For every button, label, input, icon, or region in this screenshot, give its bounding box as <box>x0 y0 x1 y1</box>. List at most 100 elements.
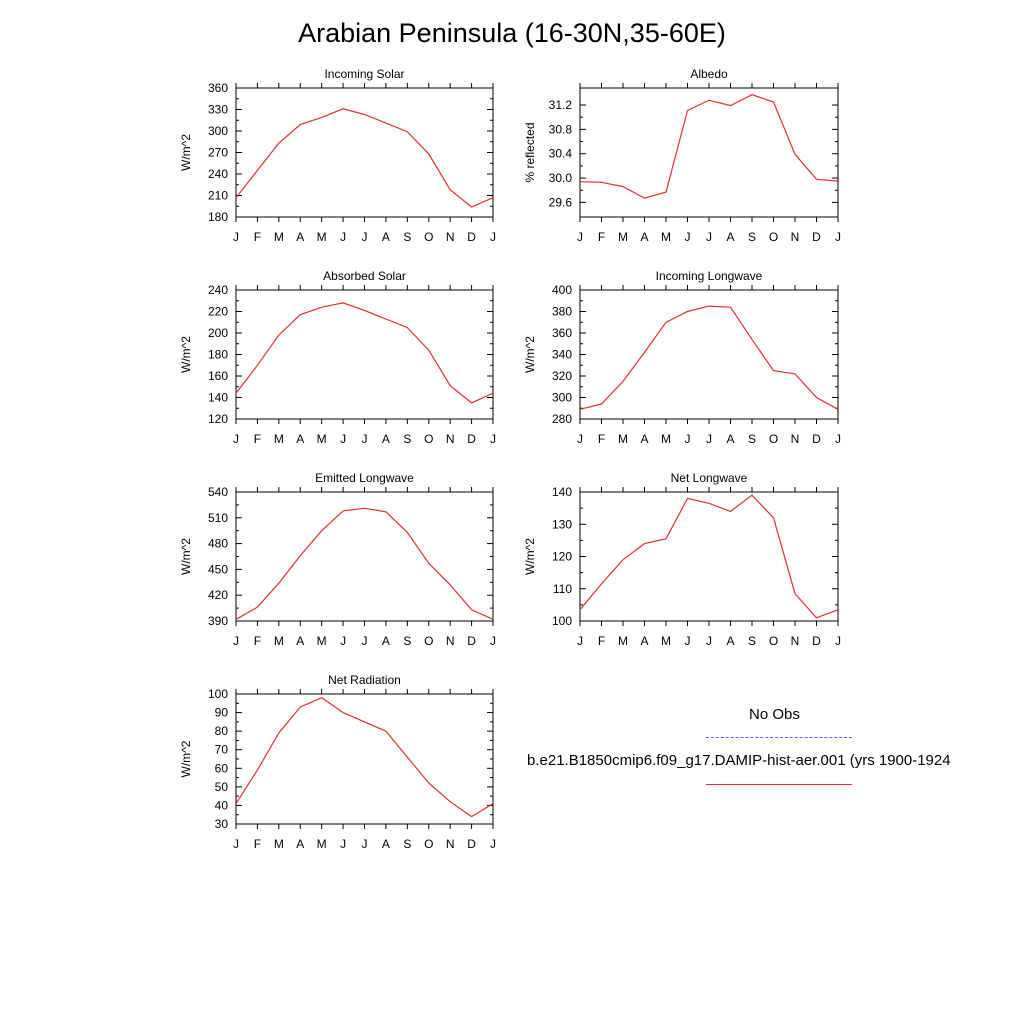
y-tick-label: 330 <box>208 103 228 117</box>
x-tick-label: J <box>233 432 239 446</box>
x-tick-label: J <box>362 230 368 244</box>
x-tick-label: J <box>490 634 496 648</box>
plot-frame <box>235 491 494 622</box>
y-tick-label: 300 <box>208 124 228 138</box>
y-tick-label: 320 <box>552 369 572 383</box>
chart-panel-3: Absorbed Solar W/m^2 120 140 160 180 200 220 240… <box>179 269 496 446</box>
x-tick-label: A <box>296 837 304 851</box>
x-tick-label: J <box>490 837 496 851</box>
x-tick-label: S <box>403 634 411 648</box>
x-tick-label: O <box>424 634 433 648</box>
y-tick-label: 200 <box>208 326 228 340</box>
x-tick-label: F <box>254 837 261 851</box>
y-tick-label: 30 <box>215 817 229 831</box>
x-tick-label: J <box>362 837 368 851</box>
x-tick-label: D <box>812 230 821 244</box>
chart-panel-1: Incoming Solar W/m^2 180 210 240 270 300 330 360… <box>179 67 496 244</box>
x-tick-label: M <box>661 432 671 446</box>
x-tick-label: J <box>362 432 368 446</box>
x-tick-label: J <box>340 432 346 446</box>
y-tick-label: 160 <box>208 369 228 383</box>
x-tick-label: O <box>769 432 778 446</box>
y-tick-label: 100 <box>552 614 572 628</box>
panel-title: Albedo <box>690 67 728 81</box>
legend-obs-line <box>706 737 852 738</box>
x-tick-label: A <box>382 432 390 446</box>
chart-panel-5: Emitted Longwave W/m^2 390 420 450 480 510 540 J… <box>179 471 496 648</box>
x-tick-label: O <box>769 230 778 244</box>
y-tick-label: 390 <box>208 614 228 628</box>
x-tick-label: J <box>490 432 496 446</box>
x-tick-label: O <box>769 634 778 648</box>
x-tick-label: J <box>706 230 712 244</box>
x-tick-label: S <box>748 432 756 446</box>
x-tick-label: J <box>577 230 583 244</box>
x-tick-label: S <box>748 634 756 648</box>
x-tick-label: M <box>274 837 284 851</box>
x-tick-label: F <box>254 432 261 446</box>
x-tick-label: J <box>835 634 841 648</box>
y-tick-label: 140 <box>552 485 572 499</box>
series-line <box>235 507 494 620</box>
y-tick-label: 29.6 <box>549 195 573 209</box>
x-tick-label: D <box>467 432 476 446</box>
y-tick-label: 360 <box>552 326 572 340</box>
x-tick-label: J <box>233 634 239 648</box>
y-tick-label: 130 <box>552 517 572 531</box>
x-tick-label: M <box>618 230 628 244</box>
y-tick-label: 120 <box>208 412 228 426</box>
x-tick-label: J <box>233 837 239 851</box>
x-tick-label: M <box>317 230 327 244</box>
y-tick-label: 480 <box>208 537 228 551</box>
x-tick-label: M <box>317 432 327 446</box>
x-tick-label: N <box>791 432 800 446</box>
y-tick-label: 220 <box>208 305 228 319</box>
x-tick-label: N <box>791 634 800 648</box>
x-tick-label: J <box>362 634 368 648</box>
y-tick-label: 30.8 <box>549 122 573 136</box>
x-tick-label: N <box>446 432 455 446</box>
y-tick-label: 180 <box>208 348 228 362</box>
y-tick-label: 31.2 <box>549 98 573 112</box>
y-tick-label: 40 <box>215 798 229 812</box>
x-tick-label: N <box>446 230 455 244</box>
x-tick-label: A <box>296 634 304 648</box>
y-tick-label: 70 <box>215 743 229 757</box>
x-tick-label: S <box>403 432 411 446</box>
x-tick-label: J <box>340 634 346 648</box>
x-tick-label: J <box>835 230 841 244</box>
y-tick-label: 30.4 <box>549 147 573 161</box>
x-tick-label: A <box>726 432 734 446</box>
y-tick-label: 110 <box>553 582 572 596</box>
x-tick-label: A <box>296 230 304 244</box>
x-tick-label: M <box>661 634 671 648</box>
x-tick-label: O <box>424 837 433 851</box>
plot-frame <box>235 289 494 420</box>
x-tick-label: M <box>274 432 284 446</box>
x-tick-label: M <box>317 634 327 648</box>
y-tick-label: 100 <box>208 687 228 701</box>
y-axis-label: W/m^2 <box>179 336 193 373</box>
x-tick-label: J <box>685 432 691 446</box>
x-tick-label: J <box>835 432 841 446</box>
chart-panel-4: Incoming Longwave W/m^2 280 300 320 340 360 380… <box>523 269 841 446</box>
y-tick-label: 360 <box>208 81 228 95</box>
x-tick-label: F <box>598 230 605 244</box>
panel-title: Incoming Solar <box>324 67 404 81</box>
y-axis-label: W/m^2 <box>523 538 537 575</box>
y-axis-label: W/m^2 <box>523 336 537 373</box>
y-tick-label: 510 <box>208 511 228 525</box>
x-tick-label: F <box>254 634 261 648</box>
x-tick-label: J <box>340 837 346 851</box>
plot-frame <box>579 87 839 218</box>
main-title: Arabian Peninsula (16-30N,35-60E) <box>298 18 726 48</box>
series-line <box>579 94 839 199</box>
y-tick-label: 280 <box>552 412 572 426</box>
x-tick-label: M <box>274 230 284 244</box>
x-tick-label: D <box>812 634 821 648</box>
x-tick-label: J <box>685 634 691 648</box>
plot-frame <box>579 289 839 420</box>
